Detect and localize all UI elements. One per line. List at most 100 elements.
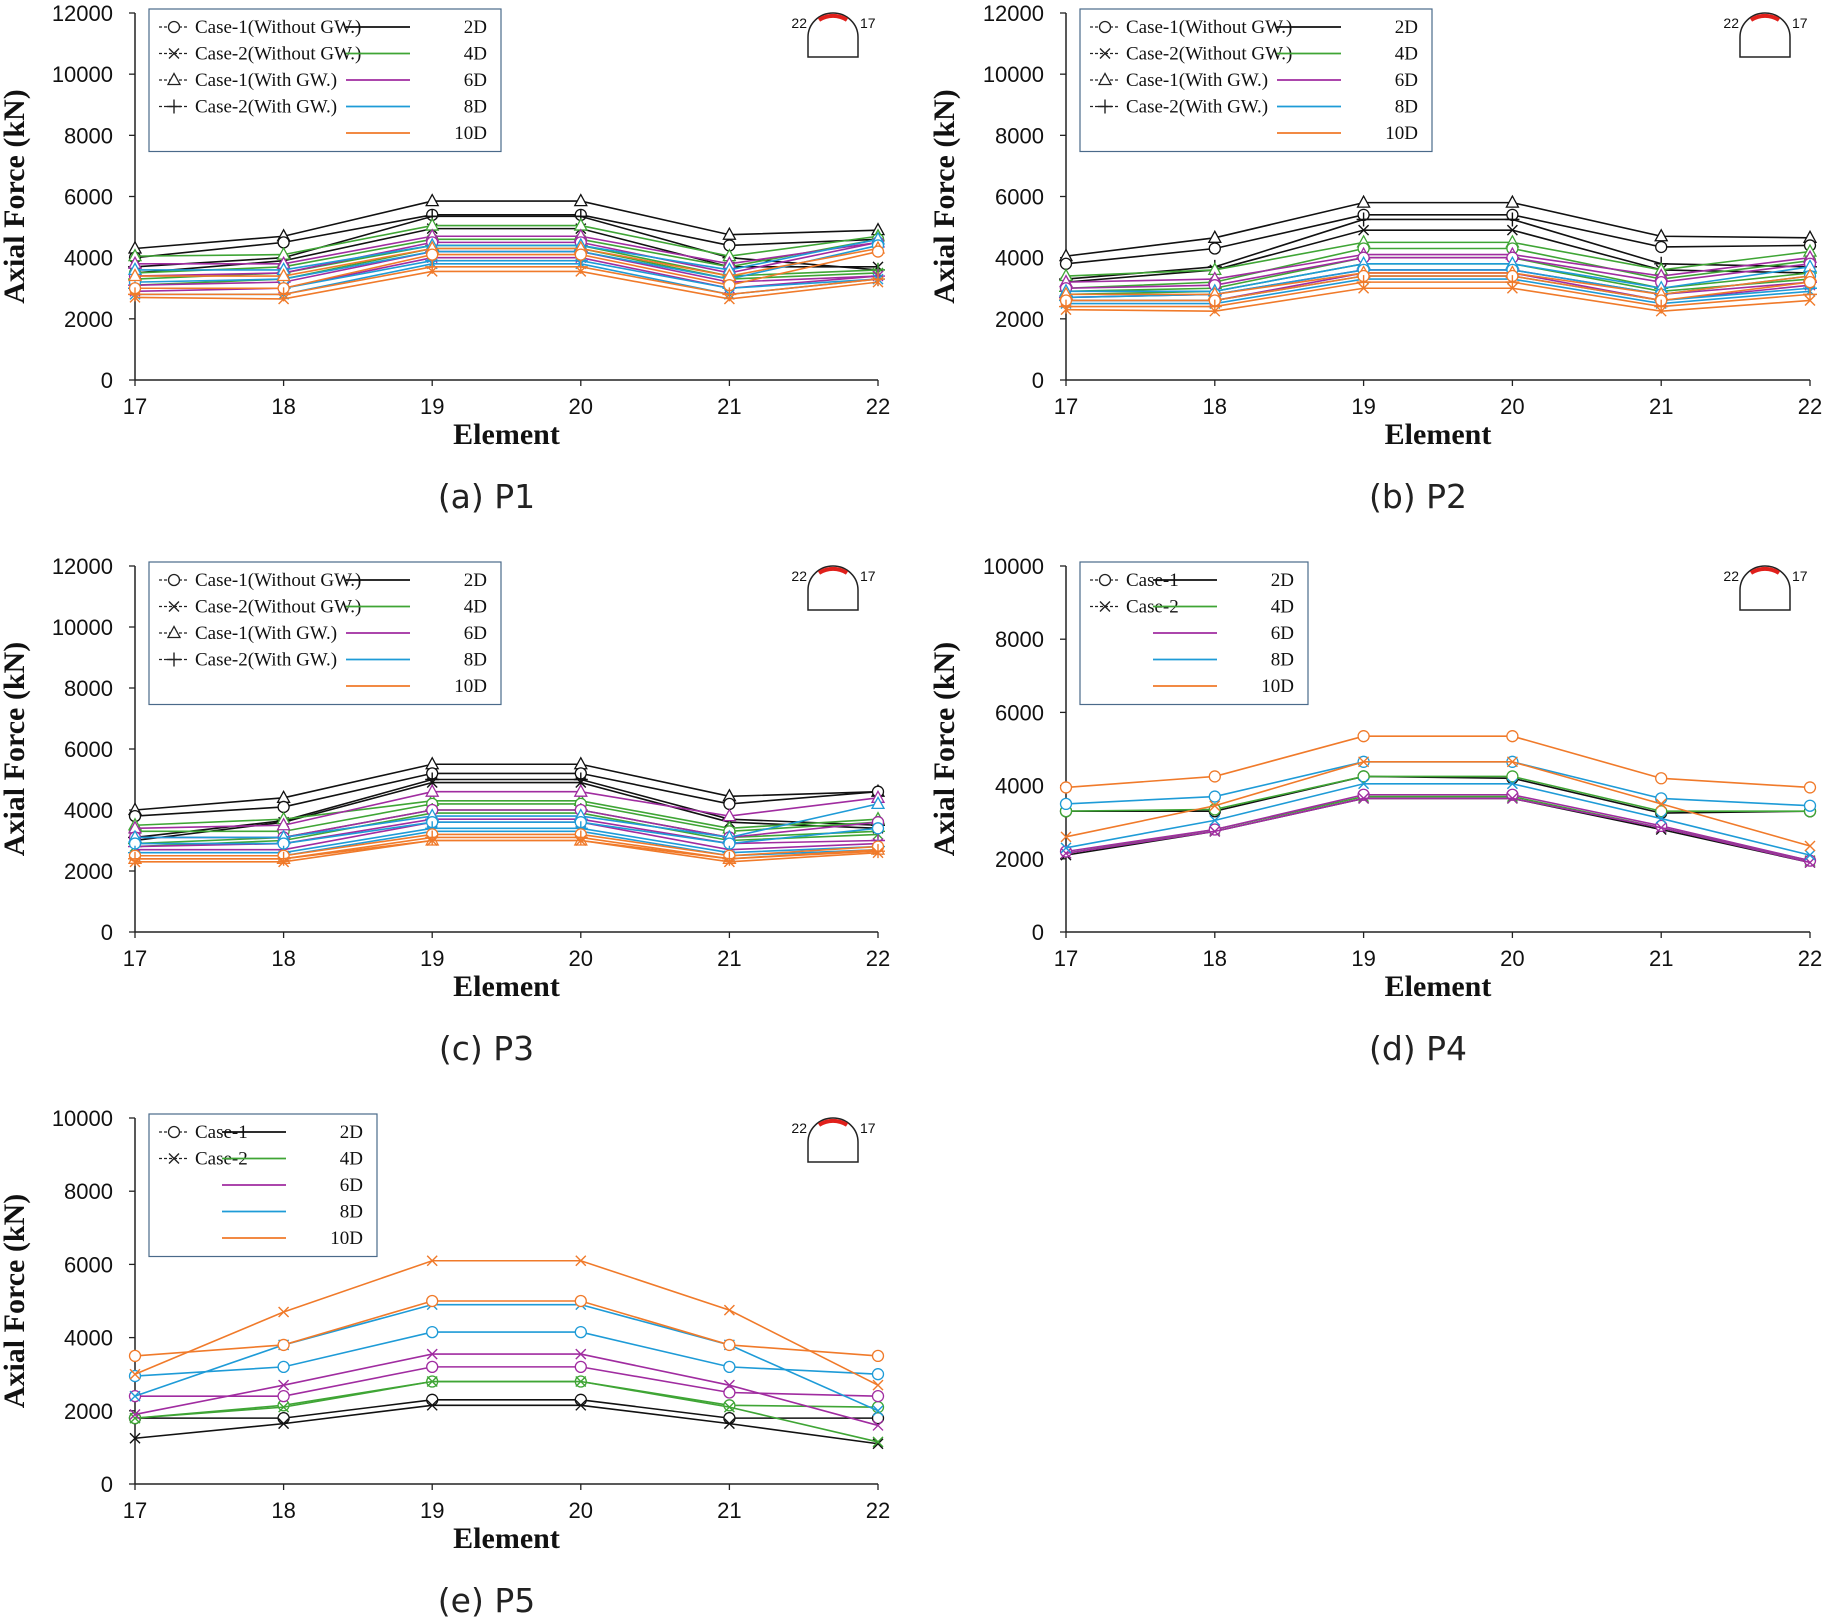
cross-marker <box>1358 756 1370 768</box>
circle-marker <box>723 1338 736 1352</box>
series-line <box>134 1259 879 1386</box>
legend-cross-marker <box>1099 48 1111 59</box>
x-tick-label: 17 <box>1054 394 1078 419</box>
circle-marker <box>1357 788 1370 801</box>
cross-marker <box>1506 224 1518 236</box>
series-line <box>135 836 879 860</box>
cross-marker <box>426 1255 438 1267</box>
circle-marker <box>871 1368 885 1381</box>
triangle-marker <box>1654 228 1669 242</box>
x-tick-label: 17 <box>123 1498 147 1523</box>
x-tick-label: 21 <box>717 394 741 419</box>
tunnel-right-label: 17 <box>1792 568 1808 584</box>
tunnel-left-label: 22 <box>791 15 807 31</box>
legend-depth-label: 10D <box>330 1228 363 1249</box>
triangle-marker <box>722 808 737 822</box>
circle-marker <box>1208 242 1221 255</box>
x-tick-label: 21 <box>717 946 741 971</box>
cross-marker <box>872 276 884 288</box>
legend-case-label: Case-1(With GW.) <box>195 70 337 91</box>
series-line <box>134 763 879 811</box>
circle-marker <box>426 1360 439 1374</box>
x-tick-label: 22 <box>1798 394 1822 419</box>
circle-marker <box>1357 770 1370 783</box>
x-tick-label: 19 <box>420 1498 444 1523</box>
y-tick-label: 8000 <box>995 123 1044 148</box>
cross-marker <box>278 1379 290 1391</box>
series-line <box>134 241 879 277</box>
series-line <box>1065 214 1811 265</box>
y-tick-label: 2000 <box>995 847 1044 872</box>
cross-marker <box>426 777 438 789</box>
x-tick-label: 20 <box>1500 394 1524 419</box>
triangle-marker <box>276 268 291 282</box>
circle-marker <box>1506 788 1519 801</box>
tunnel-section-icon: 22 17 <box>791 12 876 58</box>
cross-marker <box>872 1419 884 1431</box>
series-4d-case-2 <box>129 1376 884 1448</box>
x-tick-label: 18 <box>271 394 295 419</box>
series-line <box>134 812 879 848</box>
y-tick-label: 8000 <box>64 1179 113 1204</box>
x-tick-label: 22 <box>866 946 890 971</box>
series-line <box>1065 287 1811 312</box>
panel-caption: (b) P2 <box>1369 477 1467 516</box>
cross-marker <box>1209 825 1221 837</box>
cross-marker <box>1358 792 1370 804</box>
cross-marker <box>1358 778 1370 790</box>
circle-marker <box>277 1390 290 1403</box>
cross-marker <box>278 293 290 305</box>
cross-marker <box>575 265 587 277</box>
cross-marker <box>723 1304 735 1316</box>
plus-marker <box>1356 275 1371 290</box>
series-line <box>135 833 879 857</box>
plus-marker <box>276 851 291 866</box>
cross-marker <box>575 777 587 789</box>
tunnel-left-label: 22 <box>1723 15 1739 31</box>
series-line <box>134 1380 879 1443</box>
series-6d-case-1-with-gw- <box>127 783 886 834</box>
y-tick-label: 4000 <box>64 798 113 823</box>
x-tick-label: 21 <box>1649 946 1673 971</box>
series-10d-case-2-without-gw- <box>129 265 884 305</box>
cross-marker <box>129 1390 141 1402</box>
cross-marker <box>575 1255 587 1267</box>
series-line <box>134 778 879 839</box>
series-line <box>1065 793 1811 862</box>
circle-marker <box>723 797 736 811</box>
triangle-marker <box>1356 194 1371 208</box>
y-tick-label: 10000 <box>52 62 113 87</box>
circle-marker <box>574 1325 587 1339</box>
cross-marker <box>426 1376 438 1388</box>
y-tick-label: 2000 <box>64 307 113 332</box>
circle-marker <box>277 1338 290 1352</box>
cross-marker <box>1060 847 1072 859</box>
series-line <box>134 1303 879 1412</box>
circle-marker <box>277 800 290 814</box>
x-axis-title: Element <box>1385 970 1492 1003</box>
x-tick-label: 17 <box>123 946 147 971</box>
y-tick-label: 4000 <box>64 1326 113 1351</box>
circle-marker <box>1357 730 1370 743</box>
circle-marker <box>426 1325 439 1339</box>
cross-marker <box>872 1436 884 1448</box>
circle-marker <box>277 1360 290 1374</box>
tunnel-left-label: 22 <box>791 1120 807 1136</box>
legend-circle-marker <box>167 20 181 34</box>
legend-case-label: Case-2(With GW.) <box>1126 97 1268 118</box>
series-2d-case-2 <box>1060 792 1816 868</box>
circle-marker <box>1803 781 1817 794</box>
legend-depth-label: 8D <box>340 1202 363 1223</box>
x-tick-label: 22 <box>1798 946 1822 971</box>
x-tick-label: 20 <box>569 394 593 419</box>
cross-marker <box>426 1348 438 1360</box>
legend-depth-label: 8D <box>464 650 487 671</box>
series-line <box>135 803 879 833</box>
triangle-marker <box>870 796 886 810</box>
tunnel-crown-highlight <box>1749 13 1781 22</box>
y-tick-label: 2000 <box>995 307 1044 332</box>
series-10d-case-2-with-gw- <box>128 830 885 866</box>
triangle-marker <box>1505 194 1520 208</box>
legend-depth-label: 2D <box>1271 570 1294 591</box>
tunnel-crown-highlight <box>817 566 849 575</box>
